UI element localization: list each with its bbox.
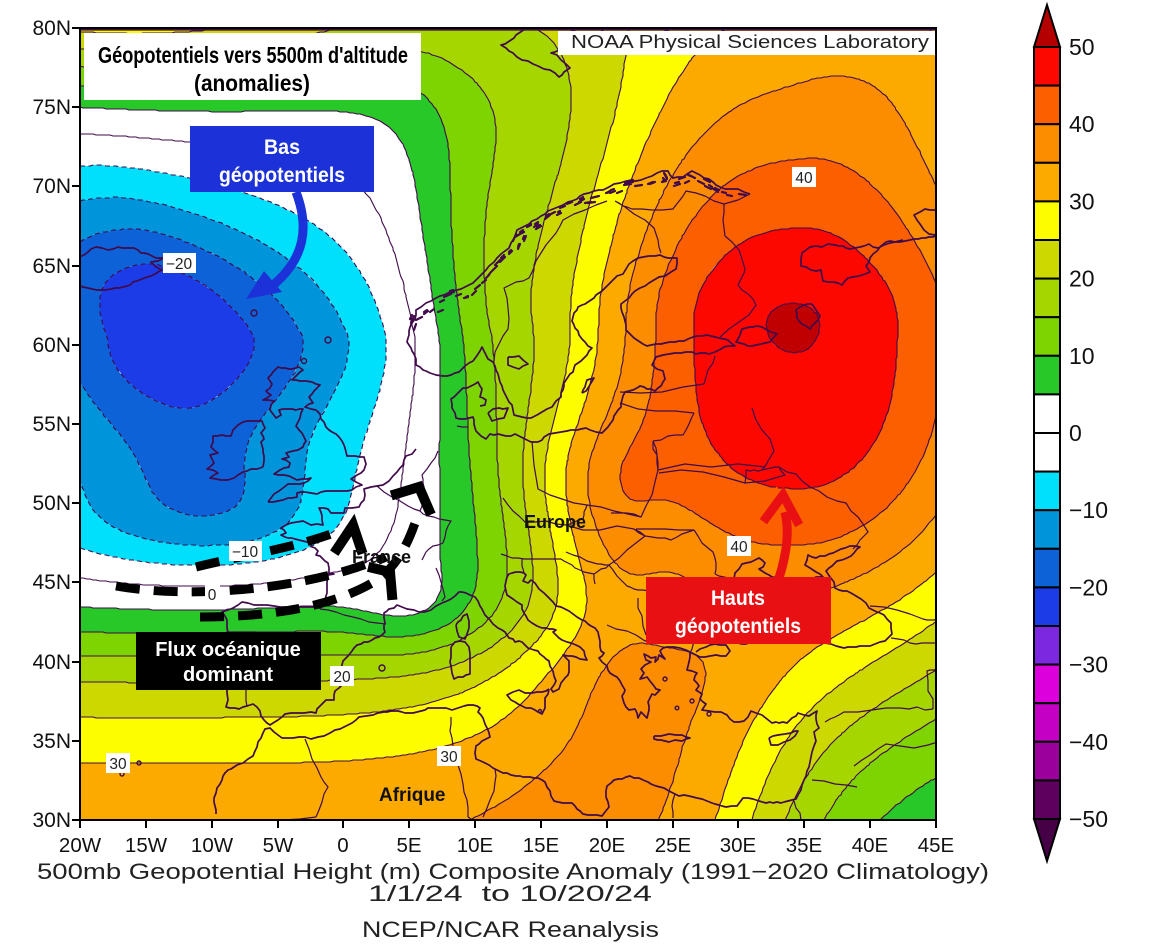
svg-text:20: 20 (333, 669, 351, 686)
svg-text:20W: 20W (59, 834, 102, 857)
svg-text:15E: 15E (523, 834, 559, 857)
svg-text:25E: 25E (655, 834, 691, 857)
svg-text:0: 0 (337, 834, 348, 857)
svg-text:10E: 10E (457, 834, 493, 857)
svg-text:géopotentiels: géopotentiels (219, 164, 345, 187)
svg-text:NCEP/NCAR Reanalysis: NCEP/NCAR Reanalysis (362, 917, 659, 942)
svg-text:30: 30 (109, 756, 127, 773)
svg-text:5E: 5E (396, 834, 421, 857)
svg-text:Bas: Bas (264, 136, 300, 159)
svg-text:10: 10 (1069, 343, 1095, 369)
svg-text:−40: −40 (1069, 729, 1108, 755)
svg-text:50N: 50N (32, 492, 71, 515)
svg-text:40: 40 (795, 170, 813, 187)
svg-text:20E: 20E (589, 834, 625, 857)
svg-text:−20: −20 (1069, 574, 1108, 600)
svg-text:40E: 40E (852, 834, 888, 857)
svg-text:−10: −10 (1069, 497, 1108, 523)
svg-text:40N: 40N (32, 651, 71, 674)
svg-text:1/1/24 to 10/20/24: 1/1/24 to 10/20/24 (368, 881, 652, 906)
svg-text:80N: 80N (32, 17, 71, 40)
svg-text:35E: 35E (786, 834, 822, 857)
svg-text:Afrique: Afrique (379, 785, 446, 806)
svg-text:15W: 15W (125, 834, 168, 857)
svg-text:70N: 70N (32, 175, 71, 198)
svg-text:5W: 5W (263, 834, 294, 857)
svg-text:45N: 45N (32, 571, 71, 594)
svg-text:35N: 35N (32, 730, 71, 753)
svg-text:500mb Geopotential Height (m): 500mb Geopotential Height (m) Composite … (37, 859, 989, 884)
svg-text:10W: 10W (191, 834, 234, 857)
svg-text:60N: 60N (32, 334, 71, 357)
svg-text:45E: 45E (918, 834, 954, 857)
svg-text:30: 30 (440, 749, 458, 766)
svg-text:−20: −20 (166, 256, 193, 273)
svg-text:50: 50 (1069, 34, 1095, 60)
svg-text:−50: −50 (1069, 806, 1108, 832)
svg-text:30: 30 (1069, 188, 1095, 214)
svg-text:Hauts: Hauts (711, 587, 765, 610)
svg-text:−10: −10 (232, 544, 259, 561)
svg-text:40: 40 (730, 539, 748, 556)
svg-text:géopotentiels: géopotentiels (675, 615, 801, 638)
svg-text:Géopotentiels vers 5500m d'alt: Géopotentiels vers 5500m d'altitude (98, 42, 408, 68)
svg-text:20: 20 (1069, 266, 1095, 292)
svg-text:−30: −30 (1069, 652, 1108, 678)
svg-text:Europe: Europe (524, 512, 586, 532)
svg-text:(anomalies): (anomalies) (194, 70, 310, 96)
svg-text:Flux océanique: Flux océanique (155, 639, 301, 661)
svg-text:0: 0 (208, 587, 217, 604)
svg-text:55N: 55N (32, 413, 71, 436)
svg-text:30N: 30N (32, 809, 71, 832)
svg-text:30E: 30E (720, 834, 756, 857)
svg-text:40: 40 (1069, 111, 1095, 137)
svg-text:65N: 65N (32, 255, 71, 278)
svg-text:France: France (352, 547, 411, 567)
svg-text:0: 0 (1069, 420, 1082, 446)
svg-text:dominant: dominant (183, 664, 273, 686)
svg-text:NOAA Physical Sciences Laborat: NOAA Physical Sciences Laboratory (571, 32, 929, 52)
svg-text:75N: 75N (32, 96, 71, 119)
